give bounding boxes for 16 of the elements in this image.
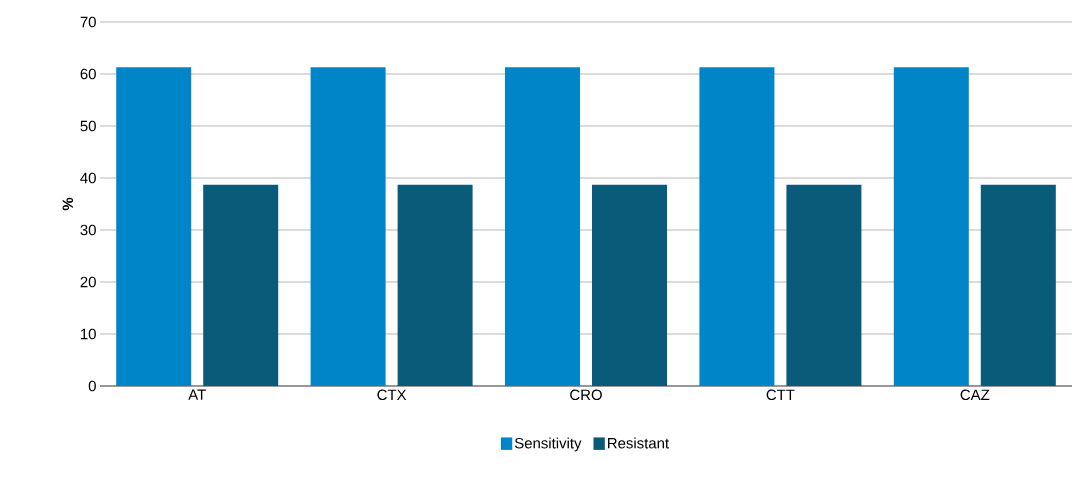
x-tick-label: AT	[188, 389, 206, 400]
y-tick-label: 10	[81, 328, 96, 340]
y-axis-title: %	[62, 197, 74, 211]
y-tick-label: 0	[88, 380, 96, 392]
x-tick-label: CRO	[570, 389, 602, 401]
y-tick-label: 20	[80, 276, 96, 288]
legend-label: Sensitivity	[514, 437, 582, 452]
y-tick-label: 50	[80, 120, 96, 132]
y-tick-label: 40	[80, 172, 96, 184]
y-tick-label: 30	[80, 224, 96, 236]
y-tick-label: 60	[80, 68, 96, 80]
legend-label: Resistant	[608, 437, 669, 449]
x-tick-label: CTX	[377, 389, 407, 401]
x-tick-label: CAZ	[960, 389, 990, 401]
x-tick-label: CTT	[766, 389, 795, 401]
y-tick-label: 70	[80, 16, 96, 28]
